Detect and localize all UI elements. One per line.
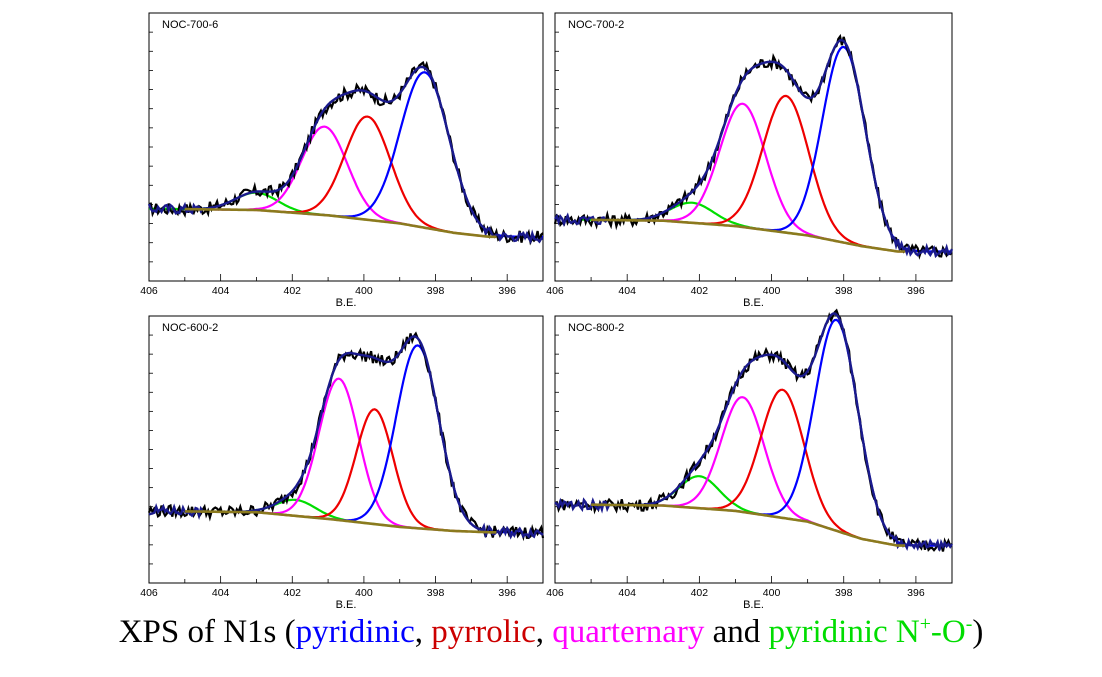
x-tick-label: 400 [355, 285, 373, 297]
fit-envelope [147, 65, 544, 245]
x-tick-label: 404 [618, 587, 636, 599]
x-tick-label: 398 [835, 285, 853, 297]
caption-quaternary: quarternary [552, 614, 705, 650]
plot-frame [554, 12, 953, 282]
x-tick-label: 406 [140, 285, 158, 297]
x-tick-label: 400 [763, 587, 781, 599]
caption-pyridinic: pyridinic [295, 614, 415, 650]
x-tick-label: 396 [498, 285, 516, 297]
background-line [184, 510, 497, 534]
x-tick-label: 396 [907, 587, 925, 599]
plot-frame [148, 315, 544, 584]
caption-n-oxide: pyridinic N+-O- [769, 614, 973, 650]
x-tick-label: 396 [907, 285, 925, 297]
x-axis-label: B.E. [336, 599, 357, 611]
x-tick-label: 400 [763, 285, 781, 297]
x-tick-label: 406 [140, 587, 158, 599]
x-tick-label: 402 [691, 587, 709, 599]
caption-prefix: XPS of N1s ( [118, 614, 296, 650]
x-tick-label: 398 [427, 587, 445, 599]
caption-separator: , [414, 614, 432, 650]
panel-title: NOC-700-6 [162, 19, 218, 31]
caption-suffix: ) [972, 614, 984, 650]
x-tick-label: 402 [284, 587, 302, 599]
xps-panel: 406 404 402 400 398 396 B.E. NOC-700-6 [140, 12, 544, 309]
x-tick-label: 404 [212, 587, 230, 599]
x-axis-label: B.E. [743, 599, 764, 611]
plot-frame [148, 12, 544, 282]
x-axis-label: B.E. [336, 297, 357, 309]
x-tick-label: 406 [546, 587, 564, 599]
x-tick-label: 402 [691, 285, 709, 297]
x-tick-label: 398 [427, 285, 445, 297]
x-tick-label: 404 [212, 285, 230, 297]
caption-n-oxide-text: pyridinic N [768, 614, 920, 650]
panel-title: NOC-700-2 [568, 19, 624, 31]
x-tick-label: 398 [835, 587, 853, 599]
caption-n-oxide-sup-plus: + [919, 613, 931, 635]
background-line [184, 207, 497, 239]
x-tick-label: 400 [355, 587, 373, 599]
caption-n-oxide-mid: -O [930, 614, 966, 650]
xps-panel: 406 404 402 400 398 396 B.E. NOC-800-2 [546, 308, 953, 611]
x-tick-label: 402 [284, 285, 302, 297]
xps-panel: 406 404 402 400 398 396 B.E. NOC-700-2 [546, 12, 954, 309]
x-tick-label: 404 [618, 285, 636, 297]
caption-n-oxide-sup-minus: - [965, 613, 973, 635]
panel-title: NOC-800-2 [568, 322, 624, 334]
xps-panel: 406 404 402 400 398 396 B.E. NOC-600-2 [140, 315, 545, 611]
panel-title: NOC-600-2 [162, 322, 218, 334]
background-line [591, 218, 906, 253]
x-tick-label: 406 [546, 285, 564, 297]
caption-separator: , [535, 614, 553, 650]
background-line [591, 503, 906, 547]
caption-pyrrolic: pyrrolic [431, 614, 536, 650]
caption-and: and [704, 614, 769, 650]
x-axis-label: B.E. [743, 297, 764, 309]
figure-caption: XPS of N1s (pyridinic, pyrrolic, quarter… [0, 614, 1102, 651]
x-tick-label: 396 [498, 587, 516, 599]
